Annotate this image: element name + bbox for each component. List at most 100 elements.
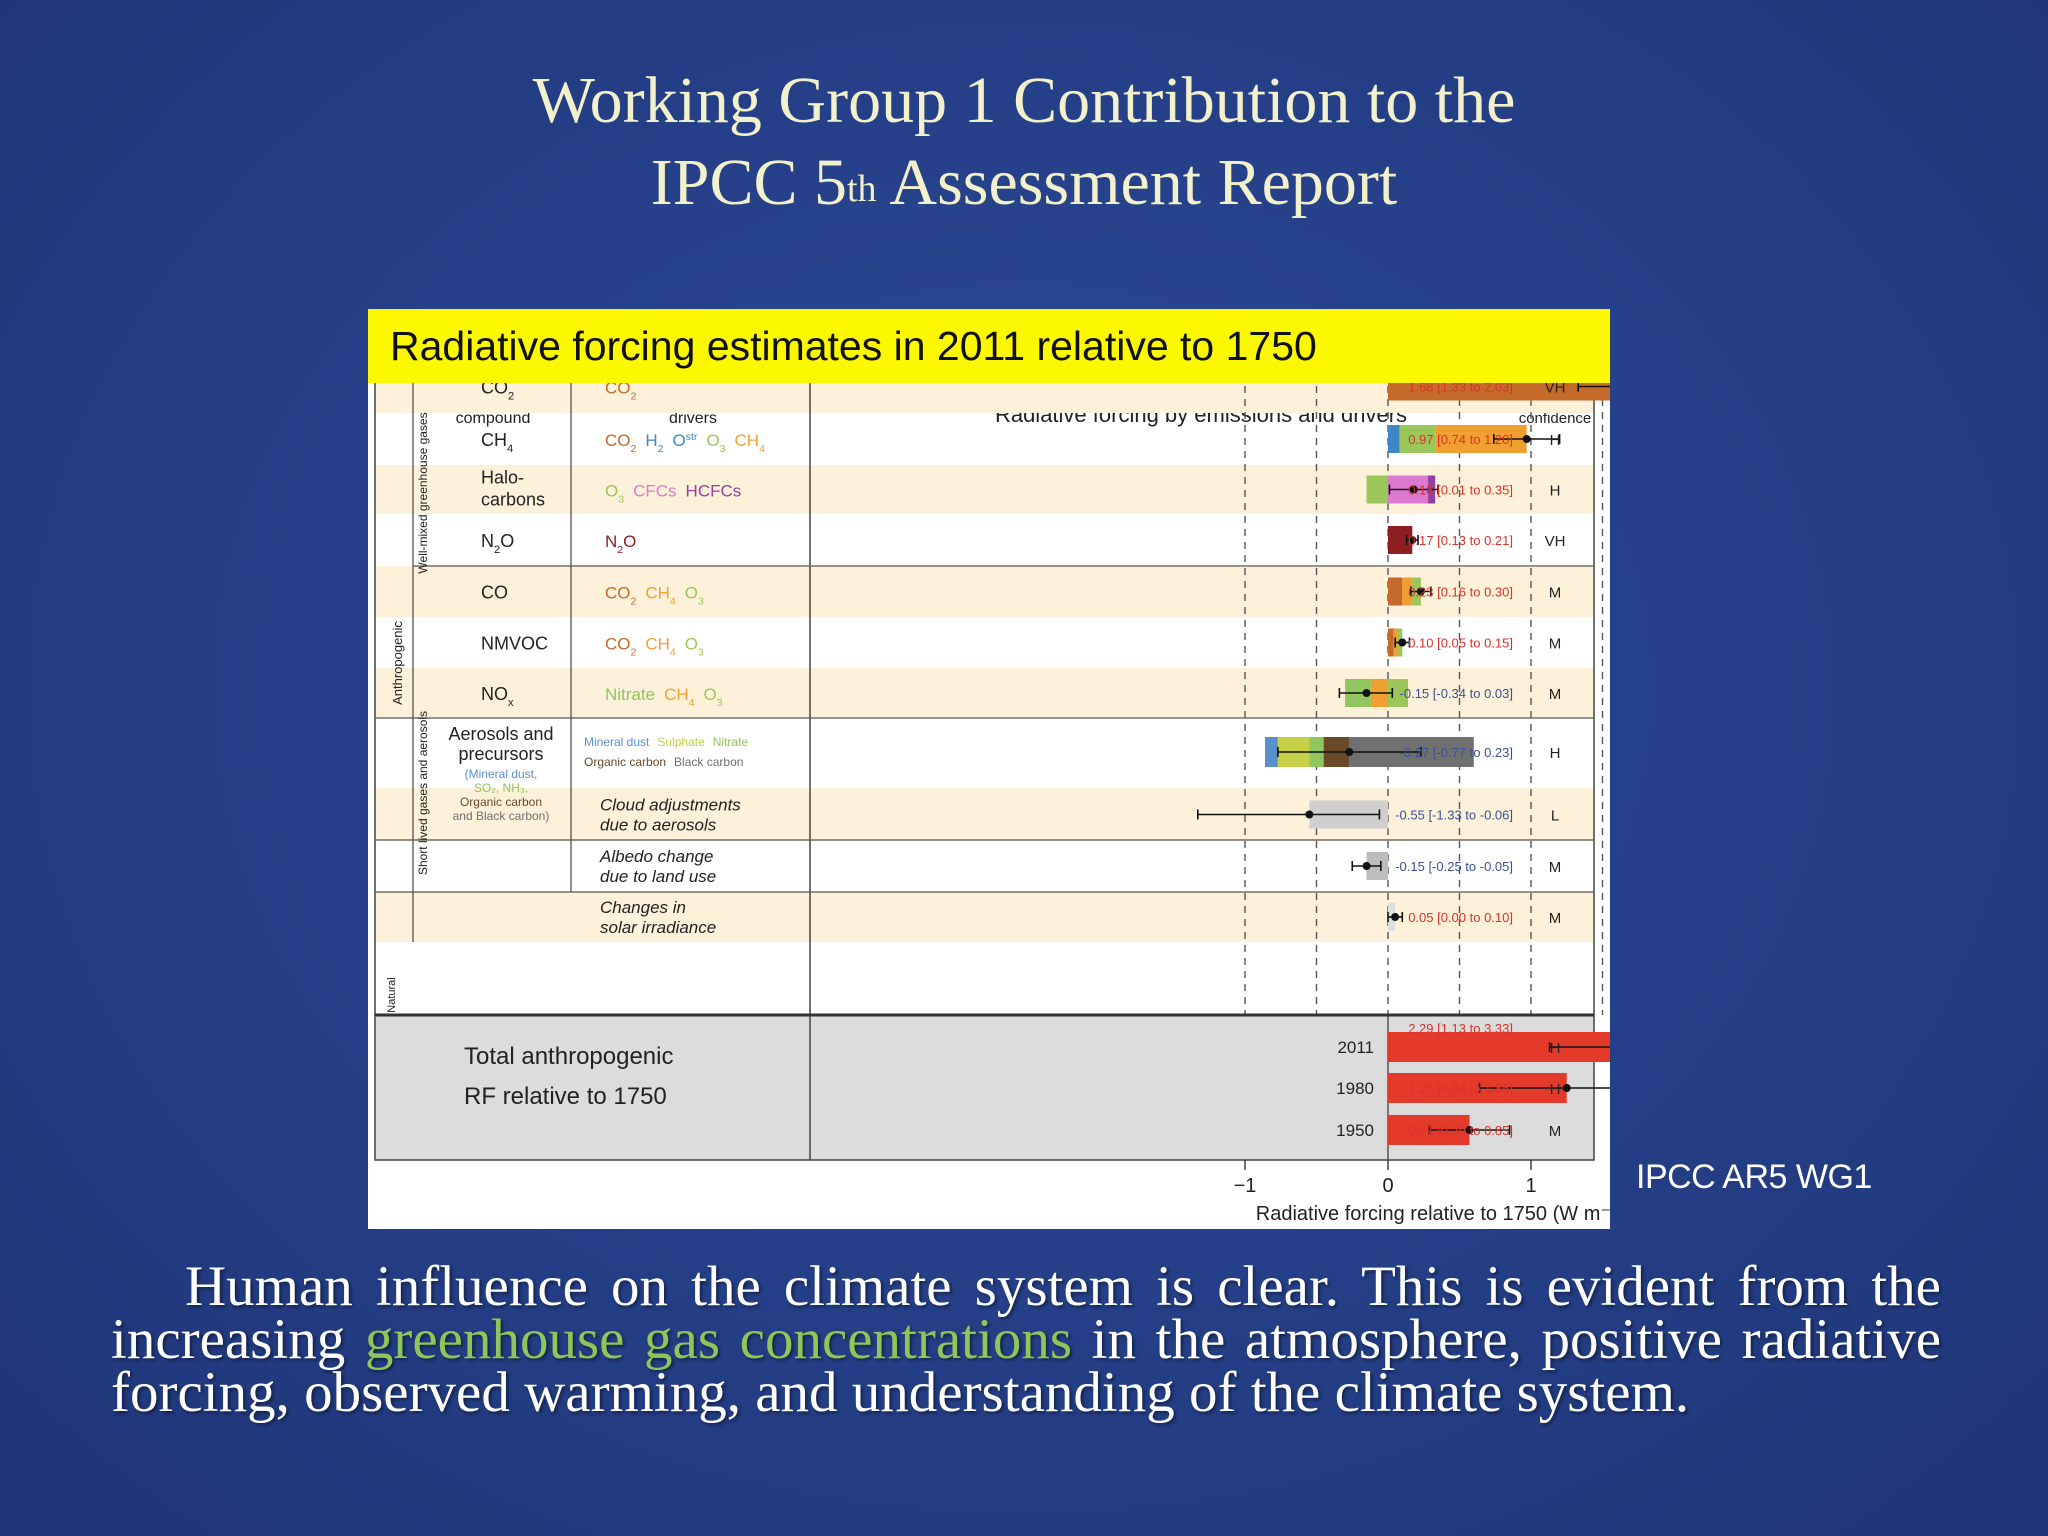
text-span: 2 [658, 443, 664, 455]
data-point [1391, 913, 1400, 921]
emitted-label: NOx [481, 684, 514, 709]
confidence-label: H [1550, 483, 1561, 500]
title-line-2-post: Assessment Report [876, 146, 1398, 219]
text-span: 4 [759, 443, 765, 455]
text-span: 4 [670, 647, 676, 659]
slide-caption: Human influence on the climate system is… [111, 1258, 1941, 1421]
emitted-label: precursors [458, 744, 543, 764]
value-label: 0.23 [0.16 to 0.30] [1408, 585, 1513, 600]
value-label: 0.97 [0.74 to 1.20] [1408, 432, 1513, 447]
text-span: O [704, 685, 717, 704]
value-label: -0.27 [-0.77 to 0.23] [1400, 745, 1513, 760]
text-span: O [673, 431, 686, 450]
text-span: 3 [720, 443, 726, 455]
driver-label: due to aerosols [600, 816, 717, 835]
group-label-well-mixed: Well-mixed greenhouse gases [416, 412, 430, 573]
driver-label: O3 CFCs HCFCs [605, 482, 741, 506]
text-span: HCFCs [686, 482, 742, 501]
emitted-label: CO2 [481, 383, 514, 403]
data-point [1416, 587, 1425, 596]
data-point [1409, 485, 1418, 494]
text-span: 2 [508, 391, 514, 403]
driver-label: Nitrate CH4 O3 [605, 685, 723, 709]
text-span: 2 [631, 647, 637, 659]
radiative-forcing-chart: EmittedcompoundResulting atmosphericdriv… [374, 383, 1610, 1225]
driver-label: N2O [605, 532, 636, 556]
emitted-label: N2O [481, 531, 514, 556]
x-tick-label: 0 [1382, 1175, 1393, 1197]
caption-highlight: greenhouse gas concentrations [364, 1308, 1073, 1371]
emitted-label: CO [481, 583, 508, 603]
text-span: CH [664, 685, 689, 704]
total-year-label: 2011 [1337, 1038, 1374, 1057]
driver-label: solar irradiance [600, 918, 716, 937]
text-span: 3 [717, 697, 723, 709]
data-point [1562, 1084, 1571, 1092]
text-span: CO [605, 431, 631, 450]
source-label: IPCC AR5 WG1 [1636, 1158, 1872, 1196]
confidence-label: H [1550, 432, 1561, 449]
data-point [1465, 1126, 1474, 1134]
bar-segment [1388, 383, 1610, 401]
text-span: NMVOC [481, 634, 548, 654]
text-span: O [623, 532, 636, 551]
forcing-figure: Radiative forcing estimates in 2011 rela… [368, 309, 1610, 1229]
driver-label: Albedo change [599, 847, 713, 866]
row-band [375, 788, 1594, 841]
confidence-label: M [1549, 585, 1562, 602]
emitted-label: SO₂, NH₃, [474, 781, 528, 795]
text-span: 2 [631, 443, 637, 455]
text-span: 4 [507, 443, 513, 455]
confidence-label: M [1549, 686, 1562, 703]
text-span: Nitrate [605, 685, 655, 704]
text-span: Black carbon [674, 755, 743, 769]
text-span: 2 [494, 544, 500, 556]
confidence-label: VH [1545, 533, 1566, 550]
caption-text-1: Human influence on the climate system is… [111, 1255, 1941, 1371]
header-confidence: confidence [1519, 410, 1592, 427]
confidence-label: M [1549, 636, 1562, 653]
x-axis-label: Radiative forcing relative to 1750 (W m⁻… [1256, 1203, 1610, 1225]
text-span: Organic carbon [584, 755, 666, 769]
text-span: O [685, 584, 698, 603]
text-span: 2 [631, 391, 637, 403]
text-span: CFCs [633, 482, 676, 501]
driver-label: CO2 CH4 O3 [605, 635, 704, 659]
bar-segment [1388, 425, 1400, 453]
emitted-label: CH4 [481, 430, 513, 455]
text-span: CO [481, 383, 508, 398]
value-label: 0.05 [0.00 to 0.10] [1408, 910, 1513, 925]
emitted-label: Halo- [481, 468, 524, 488]
total-year-label: 1950 [1336, 1121, 1374, 1140]
bar-segment [1402, 577, 1413, 606]
total-label: RF relative to 1750 [464, 1083, 667, 1110]
group-label-anthropogenic: Anthropogenic [390, 621, 405, 705]
driver-label: CO2 CH4 O3 [605, 584, 704, 608]
text-span: N [481, 531, 494, 551]
title-line-1: Working Group 1 Contribution to the [532, 64, 1516, 137]
total-year-label: 1980 [1336, 1079, 1374, 1098]
data-point [1345, 748, 1354, 756]
text-span: 3 [618, 494, 624, 506]
chart-title: Radiative forcing estimates in 2011 rela… [368, 309, 1610, 383]
data-point [1522, 435, 1531, 443]
value-label: 0.10 [0.05 to 0.15] [1408, 636, 1513, 651]
confidence-label: L [1551, 808, 1559, 825]
text-span: 2 [631, 596, 637, 608]
confidence-label: H [1550, 745, 1561, 762]
table-border [374, 383, 1595, 1161]
total-label: Total anthropogenic [464, 1043, 673, 1070]
text-span: 4 [670, 596, 676, 608]
title-line-2-pre: IPCC 5 [650, 146, 847, 219]
text-span: H [645, 431, 657, 450]
driver-label: Cloud adjustments [600, 796, 741, 815]
text-span: 4 [689, 697, 695, 709]
data-point [1362, 862, 1371, 870]
value-label: 1.25 [0.64 to 1.86] [1408, 1081, 1513, 1096]
emitted-label: (Mineral dust, [465, 767, 538, 781]
data-point [1398, 638, 1407, 647]
title-line-2: IPCC 5th Assessment Report [0, 142, 2048, 224]
emitted-label: and Black carbon) [453, 809, 550, 823]
text-span: Nitrate [713, 735, 749, 749]
text-span: CO [481, 583, 508, 603]
